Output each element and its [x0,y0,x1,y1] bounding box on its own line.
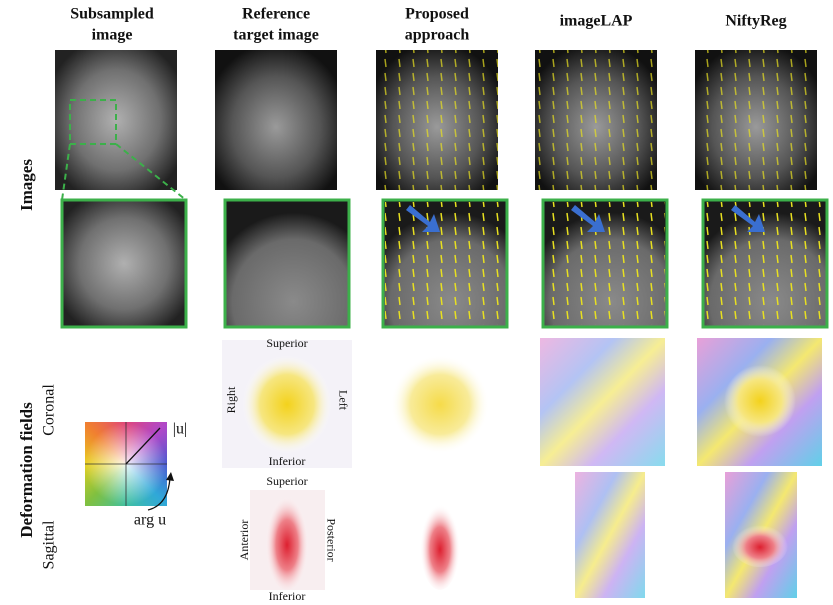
wheel-arrow [126,428,160,464]
wheel-arc [148,478,170,510]
wheel-arc-head [166,472,174,481]
wheel-overlay [0,0,833,605]
figure: Images Deformation fields Coronal Sagitt… [0,0,833,605]
